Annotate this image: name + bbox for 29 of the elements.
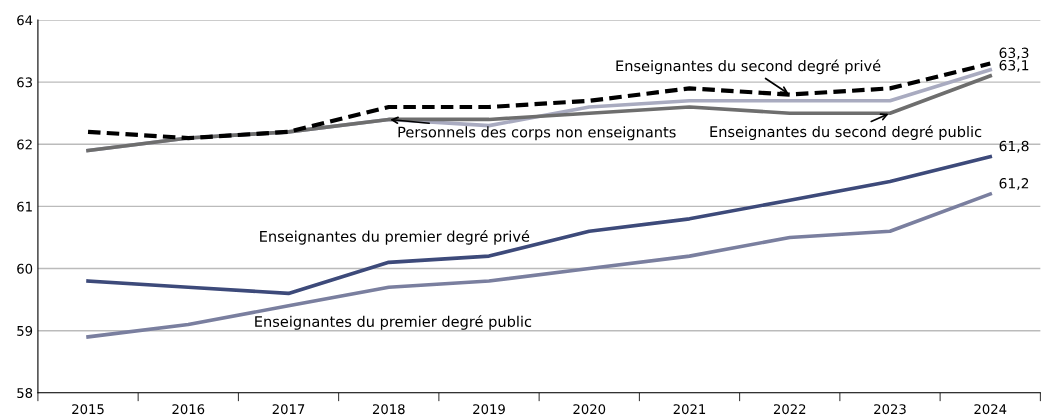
y-tick-label: 63 [17, 77, 32, 88]
data-label: 63,1 [999, 59, 1029, 72]
line-series [85, 61, 993, 141]
y-tick-label: 60 [17, 263, 33, 274]
y-tick-label: 64 [17, 15, 33, 26]
data-label: 63,3 [999, 47, 1029, 60]
x-tick-label: 2020 [573, 404, 606, 415]
x-tick-label: 2019 [473, 404, 505, 415]
x-tick-label: 2017 [272, 404, 305, 415]
annotation: Enseignantes du second degré public [710, 125, 982, 141]
y-tick-label: 61 [17, 201, 32, 212]
y-tick-label: 58 [17, 388, 33, 399]
annotation: Personnels des corps non enseignants [398, 126, 676, 141]
x-tick-label: 2022 [773, 404, 806, 415]
x-tick-label: 2015 [72, 404, 104, 415]
line-series [86, 192, 993, 339]
x-tick-label: 2024 [974, 404, 1007, 415]
annotation: Enseignantes du premier degré public [255, 315, 532, 330]
y-tick-label: 59 [17, 325, 33, 336]
x-tick-label: 2021 [673, 404, 706, 415]
x-tick-label: 2023 [874, 404, 906, 415]
data-label: 61,2 [999, 178, 1029, 190]
data-label: 61,8 [999, 140, 1029, 153]
annotation: Enseignantes du second degré privé [616, 59, 881, 75]
line-series [86, 154, 993, 296]
y-tick-label: 62 [17, 139, 32, 150]
x-tick-label: 2018 [372, 404, 405, 415]
x-tick-label: 2016 [172, 404, 205, 415]
annotation: Enseignantes du premier degré privé [260, 229, 530, 245]
